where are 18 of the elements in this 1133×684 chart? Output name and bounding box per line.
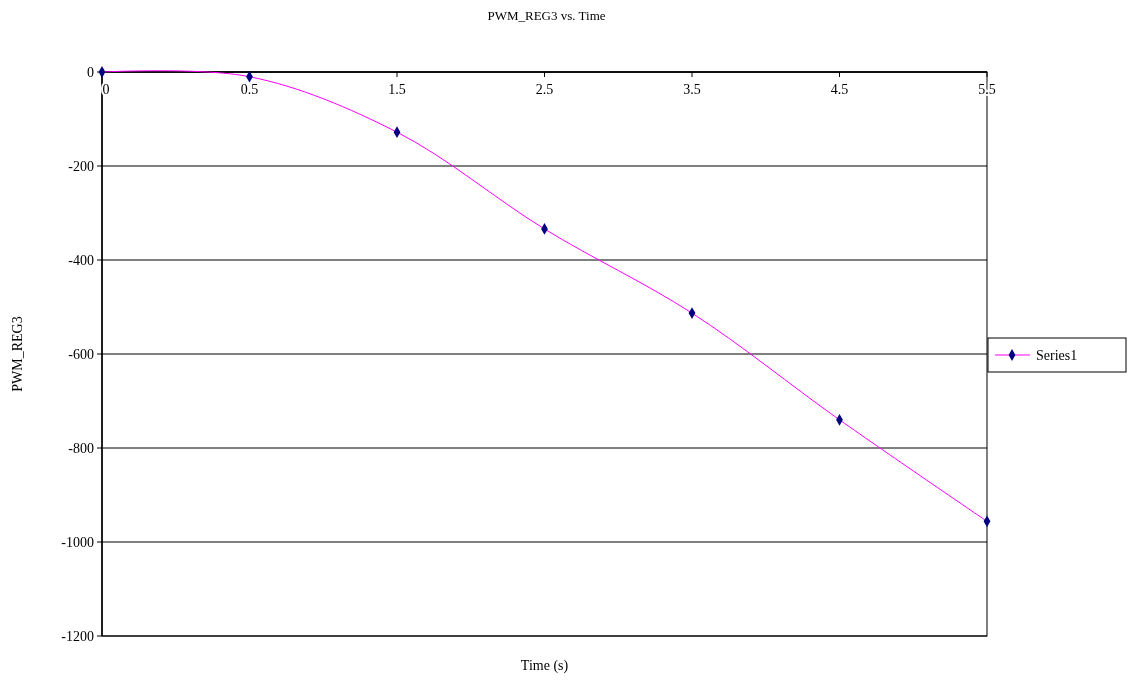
x-tick-label: 0.5 <box>240 82 259 97</box>
y-tick-label: -600 <box>68 347 94 362</box>
y-tick-label: -800 <box>68 441 94 456</box>
x-tick-label: 4.5 <box>830 82 849 97</box>
legend-label: Series1 <box>1036 348 1078 363</box>
x-tick-label: 0 <box>102 82 110 97</box>
y-tick-label: -200 <box>68 159 94 174</box>
y-tick-label: -1000 <box>61 535 94 550</box>
chart-title: PWM_REG3 vs. Time <box>487 8 606 23</box>
x-tick-label: 3.5 <box>683 82 701 97</box>
x-tick-label: 5.5 <box>978 82 996 97</box>
x-tick-label: 2.5 <box>535 82 554 97</box>
y-tick-label: -400 <box>68 253 94 268</box>
x-tick-label: 1.5 <box>388 82 406 97</box>
x-axis-title: Time (s) <box>520 658 569 674</box>
y-tick-label: -1200 <box>61 629 94 644</box>
y-axis-title: PWM_REG3 <box>10 316 25 392</box>
y-tick-label: 0 <box>87 65 94 80</box>
